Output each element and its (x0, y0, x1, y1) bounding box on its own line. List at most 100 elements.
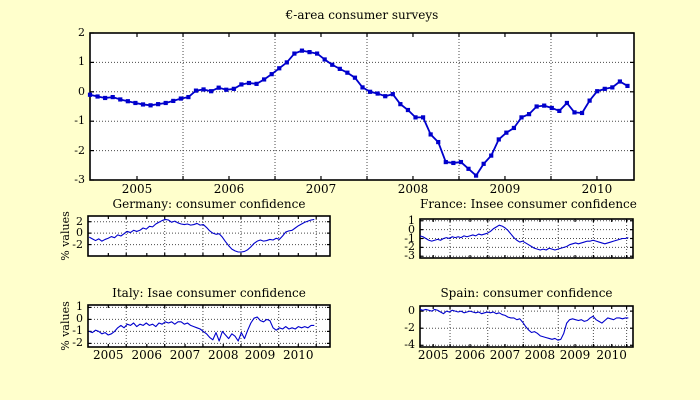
main-series-marker (110, 94, 115, 100)
main-series-marker (428, 132, 433, 137)
main-series-marker (118, 97, 123, 102)
spain-y-tick-label: -2 (404, 321, 415, 335)
main-series-marker (579, 110, 585, 116)
main-series-marker (473, 173, 479, 178)
italy-y-tick-label: 0 (76, 312, 83, 326)
main-series-marker (572, 110, 577, 115)
italy-y-tick-label: -2 (72, 336, 83, 350)
main-series-marker (443, 159, 448, 165)
main-series-marker (383, 94, 388, 99)
main-chart-title: €-area consumer surveys (285, 8, 439, 22)
main-series-marker (125, 99, 130, 104)
main-series-marker (216, 85, 221, 90)
germany-y-tick-label: -2 (72, 237, 83, 251)
main-series-marker (496, 137, 501, 142)
italy-x-tick-label: 2005 (93, 348, 124, 362)
main-series-marker (201, 87, 206, 92)
main-series-marker (398, 102, 403, 107)
france-y-tick-label: 0 (408, 222, 415, 236)
main-series-marker (292, 51, 297, 56)
main-x-tick-label: 2007 (305, 182, 337, 196)
main-series-marker (140, 102, 146, 107)
main-series-marker (595, 89, 600, 94)
main-series-marker (239, 82, 244, 87)
main-series-marker (352, 75, 358, 80)
main-series-marker (95, 94, 100, 99)
spain-y-tick-label: 0 (408, 304, 415, 318)
main-series-marker (610, 85, 615, 90)
main-axis-frame (89, 32, 635, 181)
spain-chart-title: Spain: consumer confidence (440, 286, 613, 300)
spain-x-tick-label: 2008 (524, 348, 556, 362)
main-series-marker (511, 125, 517, 131)
main-series-marker (458, 159, 464, 165)
main-series-marker (231, 86, 236, 91)
spain-axis-frame (419, 305, 634, 348)
main-series-marker (254, 81, 259, 86)
main-series-marker (345, 70, 350, 75)
france-plot-svg (419, 218, 634, 259)
main-series-marker (299, 48, 305, 53)
main-x-tick-label: 2005 (121, 182, 153, 196)
main-x-tick-label: 2008 (397, 182, 429, 196)
spain-x-tick-label: 2007 (489, 348, 521, 362)
main-series-marker (557, 108, 562, 114)
main-series-marker (186, 94, 191, 100)
italy-plot-area (88, 305, 330, 347)
main-series-marker (163, 100, 168, 106)
spain-plot-area (420, 306, 633, 347)
main-series-marker (519, 115, 524, 120)
main-series-marker (534, 104, 539, 109)
main-series-marker (390, 92, 395, 97)
france-y-tick-label: -1 (404, 231, 415, 245)
italy-x-tick-label: 2006 (131, 348, 163, 362)
main-series-marker (284, 60, 289, 65)
italy-x-tick-label: 2008 (207, 348, 239, 362)
spain-series-line (419, 308, 629, 341)
france-y-tick-label: 1 (408, 213, 415, 227)
germany-plot-area (88, 216, 330, 256)
spain-x-tick-label: 2009 (559, 348, 591, 362)
main-y-tick-label: -3 (74, 173, 85, 186)
italy-y-tick-label: 1 (76, 300, 83, 314)
spain-x-tick-label: 2005 (417, 348, 449, 362)
main-series-marker (224, 87, 229, 92)
main-series-marker (322, 57, 327, 62)
main-series-marker (617, 79, 623, 84)
spain-y-tick-label: -4 (404, 338, 415, 352)
italy-x-tick-label: 2009 (244, 348, 276, 362)
main-series-marker (564, 100, 570, 106)
main-series-marker (193, 88, 199, 93)
germany-plot-svg (87, 215, 331, 257)
italy-y-tick-label: -1 (72, 324, 83, 338)
france-axis-frame (419, 218, 634, 259)
main-series-marker (436, 139, 441, 145)
italy-axis-frame (87, 304, 331, 348)
main-series-marker (360, 85, 365, 90)
main-series-marker (315, 51, 320, 56)
france-chart-title: France: Insee consumer confidence (420, 197, 637, 211)
italy-x-tick-label: 2010 (283, 348, 314, 362)
main-y-tick-label: 1 (78, 55, 85, 69)
main-series-marker (489, 153, 494, 158)
france-plot-area (420, 219, 633, 258)
main-series-marker (171, 98, 176, 104)
germany-series-line (88, 218, 315, 253)
main-series-marker (262, 77, 267, 82)
france-series-line (419, 224, 629, 251)
italy-series-line (89, 316, 315, 342)
main-series-marker (420, 115, 426, 120)
main-series-marker (405, 107, 411, 113)
main-series-marker (526, 112, 532, 117)
main-series-marker (103, 95, 108, 101)
main-y-tick-label: 2 (78, 26, 85, 39)
main-series-marker (413, 115, 418, 120)
main-series-marker (542, 103, 547, 108)
france-y-tick-label: -3 (404, 249, 415, 263)
main-series-marker (375, 91, 380, 96)
main-series-marker (602, 86, 607, 91)
italy-x-tick-label: 2007 (169, 348, 201, 362)
main-series-marker (246, 80, 252, 86)
main-series-marker (269, 72, 274, 77)
